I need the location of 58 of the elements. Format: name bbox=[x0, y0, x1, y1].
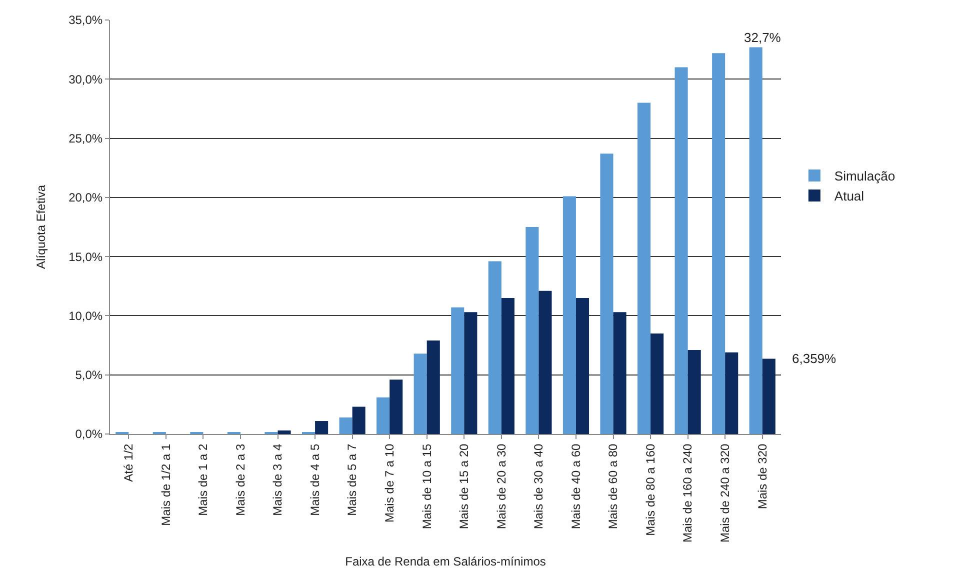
bar bbox=[712, 53, 726, 434]
legend-label: Simulação bbox=[834, 168, 896, 184]
y-tick-label: 5,0% bbox=[75, 368, 103, 382]
bar bbox=[352, 406, 366, 434]
bar bbox=[501, 298, 514, 434]
legend-label: Atual bbox=[834, 188, 864, 204]
bar bbox=[674, 67, 688, 434]
y-tick-label: 25,0% bbox=[68, 131, 103, 146]
bar bbox=[426, 340, 440, 434]
x-tick-label: Mais de 30 a 40 bbox=[532, 443, 546, 530]
bar bbox=[278, 430, 291, 434]
y-tick-label: 35,0% bbox=[68, 13, 103, 28]
y-tick-label: 20,0% bbox=[68, 190, 103, 205]
bar bbox=[637, 102, 651, 434]
annotation: 32,7% bbox=[744, 30, 782, 45]
bar bbox=[613, 312, 626, 434]
bar bbox=[650, 333, 664, 434]
x-tick-label: Mais de 3 a 4 bbox=[270, 443, 285, 516]
bar bbox=[688, 350, 701, 434]
x-tick-label: Mais de 1/2 a 1 bbox=[158, 443, 173, 526]
x-tick-label: Mais de 10 a 15 bbox=[420, 443, 434, 530]
x-tick-label: Mais de 7 a 10 bbox=[382, 443, 396, 523]
bar bbox=[749, 47, 762, 434]
bar bbox=[451, 307, 464, 434]
x-tick-label: Até 1/2 bbox=[122, 443, 136, 482]
bar bbox=[538, 290, 552, 434]
x-tick-label: Mais de 4 a 5 bbox=[308, 443, 322, 516]
x-tick-label: Mais de 240 a 320 bbox=[718, 443, 732, 543]
x-tick-label: Mais de 40 a 60 bbox=[568, 443, 583, 530]
x-axis-title: Faixa de Renda em Salários-mínimos bbox=[345, 554, 546, 568]
y-tick-label: 15,0% bbox=[68, 250, 103, 264]
y-axis-title: Alíquota Efetiva bbox=[34, 184, 48, 270]
bar bbox=[339, 417, 352, 434]
bar bbox=[600, 154, 614, 434]
x-tick-label: Mais de 5 a 7 bbox=[345, 443, 360, 516]
y-tick-label: 30,0% bbox=[68, 72, 103, 86]
x-tick-label: Mais de 15 a 20 bbox=[457, 443, 472, 530]
bar bbox=[762, 358, 776, 434]
x-tick-label: Mais de 1 a 2 bbox=[196, 443, 210, 516]
bar bbox=[576, 298, 590, 434]
x-tick-label: Mais de 160 a 240 bbox=[680, 443, 695, 543]
bar bbox=[390, 380, 403, 434]
x-tick-label: Mais de 20 a 30 bbox=[494, 443, 508, 530]
bar bbox=[315, 420, 328, 434]
y-tick-label: 10,0% bbox=[68, 308, 103, 323]
bar bbox=[414, 354, 427, 434]
x-tick-label: Mais de 2 a 3 bbox=[233, 443, 248, 516]
bar bbox=[488, 261, 502, 434]
bar bbox=[725, 352, 738, 434]
x-tick-label: Mais de 320 bbox=[755, 443, 770, 510]
annotation: 6,359% bbox=[792, 351, 837, 366]
bar bbox=[562, 196, 576, 434]
bar bbox=[376, 397, 390, 434]
y-tick-label: 0,0% bbox=[75, 427, 103, 442]
x-tick-label: Mais de 80 a 160 bbox=[643, 443, 658, 536]
bar bbox=[526, 227, 539, 434]
bar bbox=[464, 312, 478, 434]
x-tick-label: Mais de 60 a 80 bbox=[606, 443, 620, 530]
